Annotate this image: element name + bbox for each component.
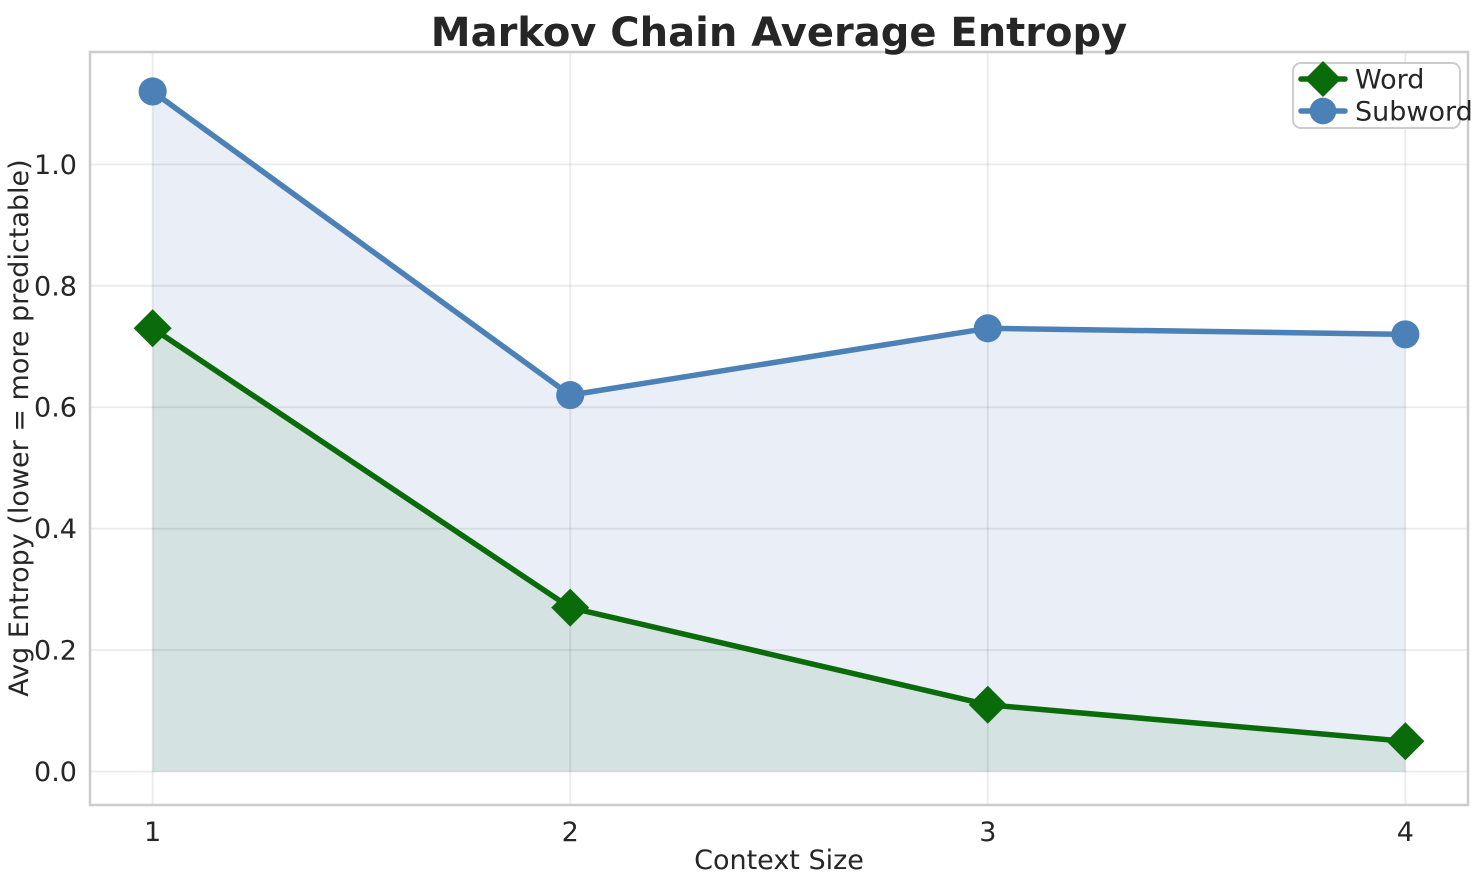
y-tick-label: 0.6 <box>34 393 77 424</box>
word-marker <box>1386 722 1425 761</box>
subword-marker <box>138 77 167 106</box>
area-fills <box>152 91 1406 772</box>
legend-label-word: Word <box>1355 65 1424 96</box>
legend-label-subword: Subword <box>1355 97 1473 128</box>
plot-border <box>88 50 1470 807</box>
subword-marker <box>1391 320 1420 349</box>
subword-marker <box>973 314 1002 343</box>
tick-labels: 1 2 3 4 0.0 0.2 0.4 0.6 0.8 1.0 <box>34 150 1414 848</box>
y-tick-label: 0.2 <box>34 636 77 667</box>
word-line <box>149 325 1409 744</box>
y-axis-label: Avg Entropy (lower = more predictable) <box>4 159 35 696</box>
word-marker <box>133 309 172 348</box>
series-lines <box>133 77 1425 761</box>
x-tick-label: 3 <box>979 817 996 848</box>
chart-title: Markov Chain Average Entropy <box>431 10 1127 56</box>
subword-area-fill <box>152 91 1406 772</box>
x-tick-label: 4 <box>1397 817 1414 848</box>
gridlines <box>90 52 1468 805</box>
y-tick-label: 0.0 <box>34 757 77 788</box>
y-tick-label: 0.4 <box>34 514 77 545</box>
x-tick-label: 1 <box>144 817 161 848</box>
y-tick-label: 1.0 <box>34 150 77 181</box>
x-tick-label: 2 <box>562 817 579 848</box>
word-area-fill <box>152 328 1406 772</box>
y-tick-label: 0.8 <box>34 271 77 302</box>
subword-line <box>149 88 1409 398</box>
legend-subword-marker-icon <box>1309 97 1337 125</box>
word-marker <box>968 685 1007 724</box>
word-marker <box>551 588 590 627</box>
subword-marker <box>556 381 585 410</box>
x-axis-label: Context Size <box>694 845 864 876</box>
legend-word-marker-icon <box>1305 61 1341 97</box>
